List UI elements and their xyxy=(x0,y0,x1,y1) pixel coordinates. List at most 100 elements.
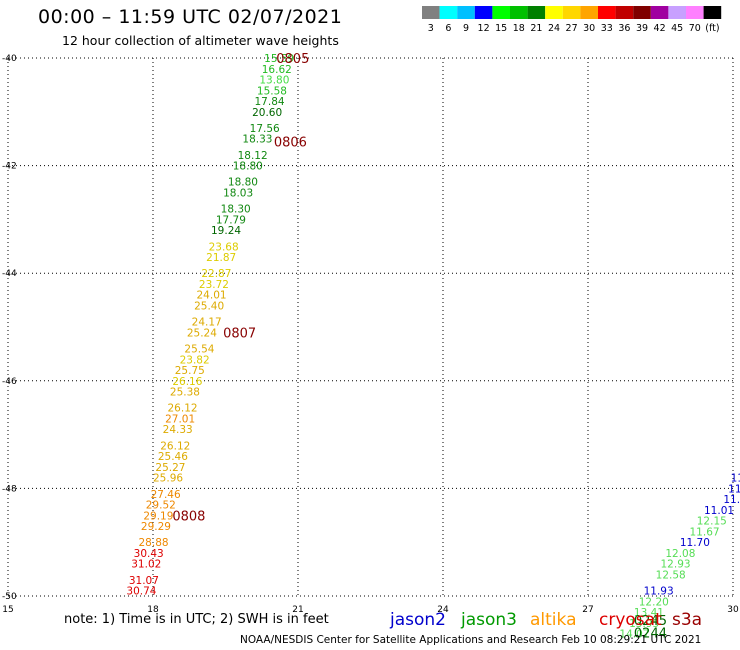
wave-height-label: 11.29 xyxy=(723,494,740,506)
time-label: 0245 xyxy=(634,614,667,629)
x-tick-label: 15 xyxy=(2,605,13,615)
wave-height-label: 29.52 xyxy=(146,500,176,512)
legend-swatch xyxy=(562,6,581,19)
y-tick-label: -42 xyxy=(2,162,17,172)
wave-height-label: 25.46 xyxy=(158,451,188,463)
wave-height-label: 12.08 xyxy=(665,548,695,560)
legend-swatch xyxy=(668,6,686,19)
wave-height-label: 19.24 xyxy=(211,225,241,237)
wave-height-label: 25.54 xyxy=(184,344,214,356)
y-tick-label: -48 xyxy=(2,484,17,494)
legend-label: 45 xyxy=(671,23,683,34)
wave-height-label: 26.12 xyxy=(160,440,190,452)
satellite-legend-altika: altika xyxy=(530,610,577,630)
wave-height-label: 15.58 xyxy=(257,85,287,97)
legend-label: 9 xyxy=(463,23,469,34)
x-tick-label: 21 xyxy=(292,605,303,615)
legend-label: 3 xyxy=(428,23,434,34)
legend-swatch xyxy=(492,6,510,19)
wave-height-label: 18.12 xyxy=(238,150,268,162)
wave-height-label: 30.74 xyxy=(126,586,156,598)
wave-height-label: 13.95 xyxy=(629,618,659,630)
wave-height-label: 24.17 xyxy=(192,317,222,329)
legend-label: 70 xyxy=(689,23,701,34)
wave-height-label: 13.41 xyxy=(634,607,664,619)
wave-height-label: 17.56 xyxy=(250,123,280,135)
chart-title: 00:00 – 11:59 UTC 02/07/2021 xyxy=(38,6,343,28)
legend-label: 15 xyxy=(495,23,507,34)
time-label: 0807 xyxy=(223,326,256,341)
wave-height-label: 18.80 xyxy=(233,161,263,173)
time-label: 0806 xyxy=(274,135,307,150)
wave-height-label: 14.07 xyxy=(619,629,649,641)
wave-height-label: 28.88 xyxy=(139,537,169,549)
legend-label: 27 xyxy=(566,23,578,34)
wave-height-label: 17.84 xyxy=(255,96,285,108)
satellite-legend-cryosat: cryosat xyxy=(599,610,662,630)
legend-label: 24 xyxy=(548,23,560,34)
legend-swatch xyxy=(703,6,722,19)
wave-height-label: 12.20 xyxy=(639,596,669,608)
time-label: 0244 xyxy=(634,627,667,642)
satellite-legend-jason2: jason2 xyxy=(389,610,446,630)
legend-swatch xyxy=(474,6,493,19)
wave-height-label: 15.59 xyxy=(264,53,294,65)
legend-label: 21 xyxy=(530,23,542,34)
legend-label: 30 xyxy=(583,23,595,34)
legend-swatch xyxy=(650,6,669,19)
legend-swatch xyxy=(457,6,475,19)
wave-height-label: 31.07 xyxy=(129,575,159,587)
wave-height-label: 29.29 xyxy=(141,521,171,533)
wave-height-label: 18.80 xyxy=(228,177,258,189)
wave-height-label: 25.96 xyxy=(153,473,183,485)
legend-label: 42 xyxy=(654,23,666,34)
legend-swatch xyxy=(598,6,616,19)
wave-height-label: 12.58 xyxy=(656,569,686,581)
wave-height-label: 29.19 xyxy=(143,510,173,522)
wave-height-label: 11.93 xyxy=(644,586,674,598)
wave-height-label: 20.60 xyxy=(252,107,282,119)
time-label: 0805 xyxy=(276,52,309,67)
legend-label: 18 xyxy=(513,23,525,34)
legend-swatch xyxy=(510,6,528,19)
wave-height-label: 11.70 xyxy=(680,537,710,549)
legend-swatch xyxy=(580,6,598,19)
wave-height-label: 25.75 xyxy=(175,365,205,377)
legend-label: 33 xyxy=(601,23,613,34)
wave-height-label: 27.01 xyxy=(165,413,195,425)
wave-height-label: 16.62 xyxy=(262,64,292,76)
wave-height-label: 11: xyxy=(731,473,740,485)
legend-label: 6 xyxy=(445,23,451,34)
wave-height-label: 12.93 xyxy=(661,559,691,571)
x-tick-label: 18 xyxy=(147,605,159,615)
wave-height-label: 18.33 xyxy=(242,134,272,146)
legend-label: 12 xyxy=(478,23,490,34)
wave-height-label: 25.40 xyxy=(194,300,224,312)
wave-height-label: 24.01 xyxy=(197,290,227,302)
wave-height-label: 30.43 xyxy=(134,548,164,560)
wave-height-label: 23.72 xyxy=(199,279,229,291)
legend-swatch xyxy=(615,6,634,19)
legend-swatch xyxy=(439,6,458,19)
chart-subtitle: 12 hour collection of altimeter wave hei… xyxy=(62,33,339,48)
wave-height-label: 11.2 xyxy=(728,483,740,495)
wave-height-label: 26.16 xyxy=(172,376,202,388)
legend-label: 36 xyxy=(618,23,630,34)
wave-height-label: 24.33 xyxy=(163,424,193,436)
y-tick-label: -40 xyxy=(2,54,17,64)
wave-height-label: 25.24 xyxy=(187,327,217,339)
legend-swatch xyxy=(686,6,704,19)
footer-credit: NOAA/NESDIS Center for Satellite Applica… xyxy=(240,634,702,646)
y-tick-label: -50 xyxy=(2,592,17,602)
wave-height-label: 23.68 xyxy=(209,241,239,253)
time-label: 0808 xyxy=(172,509,205,524)
legend-swatch xyxy=(545,6,563,19)
wave-height-label: 31.02 xyxy=(131,559,161,571)
legend-swatch xyxy=(527,6,546,19)
x-tick-label: 30 xyxy=(727,605,739,615)
satellite-legend-jason3: jason3 xyxy=(460,610,517,630)
legend-swatch xyxy=(422,6,440,19)
wave-height-label: 27.46 xyxy=(151,489,181,501)
wave-height-label: 18.30 xyxy=(221,204,251,216)
